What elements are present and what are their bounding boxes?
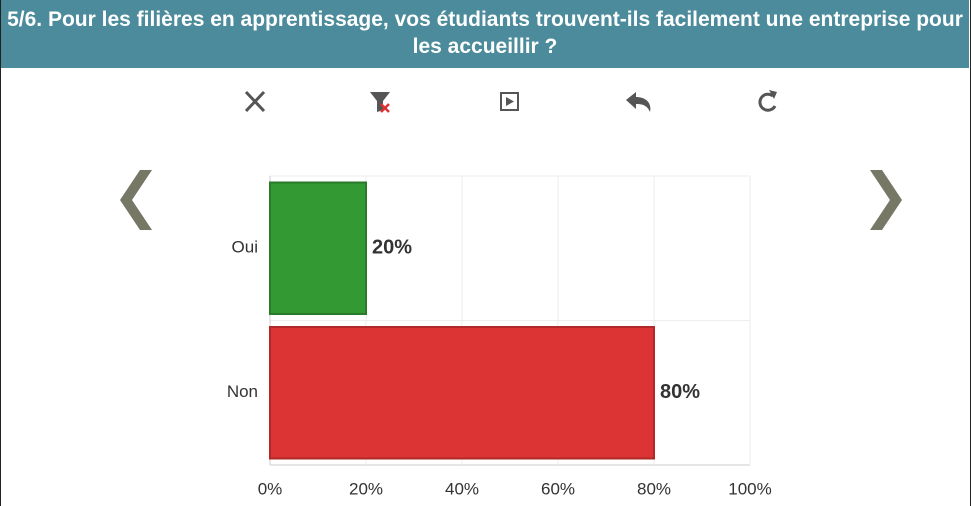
x-tick-label: 100% [728,479,771,498]
bar [269,326,655,460]
x-tick-label: 40% [445,479,479,498]
previous-button[interactable] [120,170,152,230]
settings-button[interactable] [244,90,266,113]
next-button[interactable] [870,170,902,230]
y-tick-label: Non [227,382,258,401]
x-tick-label: 80% [637,479,671,498]
y-tick-label: Oui [232,238,258,257]
filter-button[interactable] [370,92,390,113]
x-tick-label: 60% [541,479,575,498]
value-label: 80% [660,381,700,403]
x-tick-label: 0% [258,479,283,498]
refresh-button[interactable] [758,90,777,112]
play-button[interactable] [500,92,519,111]
value-label: 20% [372,237,412,259]
bar [269,181,367,315]
undo-button[interactable] [626,92,651,112]
chart-title: 5/6. Pour les filières en apprentissage,… [1,0,969,68]
x-tick-label: 20% [349,479,383,498]
